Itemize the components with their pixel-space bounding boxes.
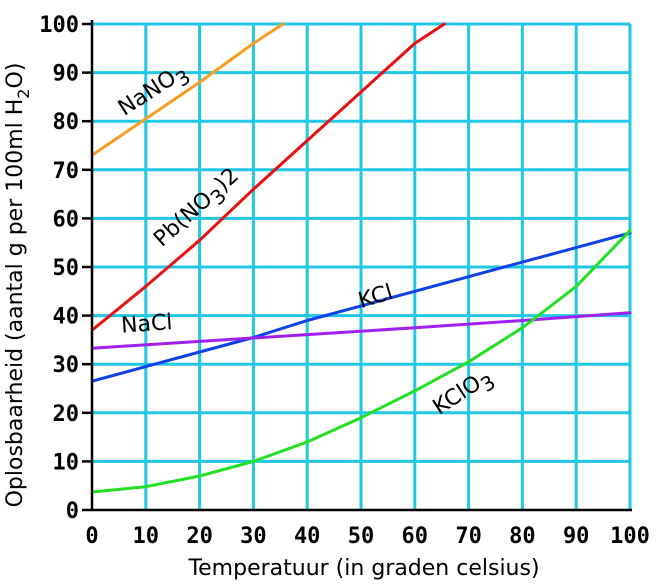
series-line-pb-no3-2 [92,22,446,332]
y-tick-label: 60 [53,207,80,232]
x-tick-label: 0 [85,524,98,549]
x-tick-label: 10 [133,524,160,549]
series-line-kclo3 [92,229,632,494]
y-tick-label: 100 [39,13,79,38]
y-axis-title-sub: 2 [14,89,33,99]
y-tick-label: 80 [53,110,80,135]
y-tick-label: 20 [53,402,80,427]
series-label-nacl: NaCl [120,310,173,339]
y-tick-label: 0 [66,499,79,524]
y-tick-label: 50 [53,256,80,281]
series-line-nacl [92,311,632,350]
axes [82,20,632,512]
series-line-nano3 [92,22,285,157]
y-tick-label: 70 [53,159,80,184]
x-tick-label: 20 [186,524,213,549]
x-axis-title: Temperatuur (in graden celsius) [187,556,539,581]
y-tick-label: 30 [53,353,80,378]
y-axis-title: Oplosbaarheid (aantal g per 100ml H2O) [3,63,33,508]
y-axis-title-main: Oplosbaarheid (aantal g per 100ml H [3,99,28,508]
y-axis-title-tail: O) [3,63,28,89]
grid [92,22,632,510]
tick-labels: 0 10 20 30 40 50 60 70 80 90 100 0 10 20 30 40 50 60 70 80 9… [39,13,650,549]
y-tick-label: 40 [53,305,80,330]
x-tick-label: 100 [610,524,650,549]
y-tick-label: 90 [53,62,80,87]
series-line-kcl [92,231,632,383]
x-tick-label: 90 [563,524,590,549]
x-tick-label: 40 [294,524,321,549]
x-tick-label: 70 [455,524,482,549]
series-label-kclo3: KClO3 [429,364,500,425]
x-tick-label: 50 [348,524,375,549]
y-tick-label: 10 [53,450,80,475]
x-tick-label: 60 [402,524,429,549]
x-tick-label: 30 [240,524,267,549]
series-lines [92,22,632,494]
x-tick-label: 80 [509,524,536,549]
